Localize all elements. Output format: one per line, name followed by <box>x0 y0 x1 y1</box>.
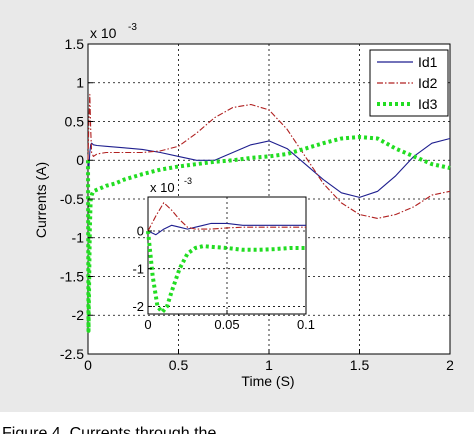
inset-x-tick-label: 0.05 <box>214 317 239 332</box>
main-ticks: 0 0.5 1 1.5 2 1.5 1 0.5 0 -0.5 -1 -1.5 -2 -2.5 <box>60 36 454 373</box>
main-series <box>86 93 451 333</box>
main-exponent-power: -3 <box>128 22 137 33</box>
x-axis-label: Time (S) <box>241 373 294 389</box>
inset-y-tick-label: 0 <box>137 224 144 239</box>
figure-frame: 0 0.5 1 1.5 2 1.5 1 0.5 0 -0.5 -1 -1.5 -2 -2.5 x 10 -… <box>0 0 474 412</box>
main-series-line-3 <box>86 135 451 333</box>
inset-series-line-3 <box>146 230 306 315</box>
inset-grid <box>148 197 306 314</box>
figure-caption-cropped: Figure 4. Currents through the... <box>2 425 230 434</box>
main-y-tick-label: 0.5 <box>65 113 85 129</box>
caption-text: Figure 4. Currents through the... <box>2 425 230 434</box>
main-y-tick-label: -1.5 <box>60 268 84 284</box>
main-series-line-1 <box>87 137 451 198</box>
y-axis-label: Currents (A) <box>33 162 49 238</box>
legend: Id1 Id2 Id3 <box>369 49 449 117</box>
inset-ticks: 0 0.05 0.1 0 -1 -2 <box>132 224 315 332</box>
inset-x-tick-label: 0 <box>144 317 151 332</box>
chart: 0 0.5 1 1.5 2 1.5 1 0.5 0 -0.5 -1 -1.5 -2 -2.5 x 10 -… <box>33 22 454 389</box>
main-y-tick-label: -2 <box>72 307 85 323</box>
main-x-tick-label: 2 <box>446 357 454 373</box>
main-x-tick-label: 1 <box>265 357 273 373</box>
legend-label-id3: Id3 <box>418 96 438 112</box>
main-x-tick-label: 0.5 <box>169 357 189 373</box>
main-x-tick-label: 1.5 <box>350 357 370 373</box>
inset-y-tick-label: -1 <box>132 261 144 276</box>
main-y-tick-label: 1.5 <box>65 36 85 52</box>
main-series-line-2 <box>87 93 451 219</box>
main-y-tick-label: -2.5 <box>60 346 84 362</box>
main-y-tick-label: 0 <box>76 152 84 168</box>
main-exponent-label: x 10 <box>90 25 117 41</box>
inset-x-tick-label: 0.1 <box>297 317 315 332</box>
main-y-tick-label: 1 <box>76 75 84 91</box>
legend-label-id1: Id1 <box>418 54 438 70</box>
main-y-tick-label: -0.5 <box>60 191 84 207</box>
inset-series <box>146 202 306 315</box>
legend-label-id2: Id2 <box>418 75 438 91</box>
main-x-tick-label: 0 <box>84 357 92 373</box>
inset-exponent-power: -3 <box>184 176 192 186</box>
inset-series-line-2 <box>147 202 306 232</box>
main-y-tick-label: -1 <box>72 230 85 246</box>
inset-plot-area <box>147 196 307 315</box>
inset-y-tick-label: -2 <box>132 299 144 314</box>
inset-series-line-1 <box>147 222 306 236</box>
inset-exponent-label: x 10 <box>150 180 175 195</box>
